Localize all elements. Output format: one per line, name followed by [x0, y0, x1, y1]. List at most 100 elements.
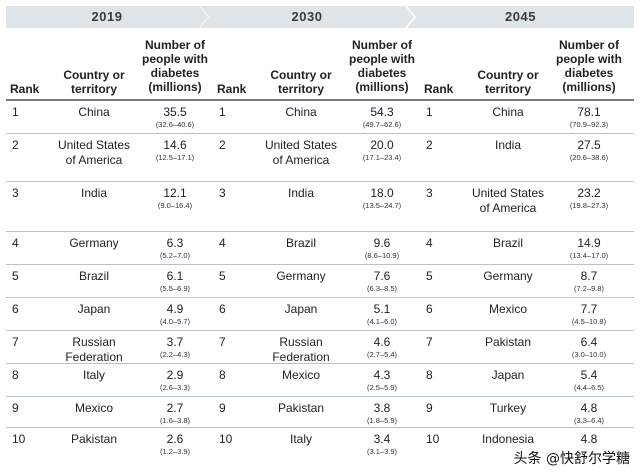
rank-cell: 8 — [12, 368, 19, 382]
confidence-interval: (8.6–10.9) — [364, 251, 400, 260]
diabetes-count: 9.6 — [373, 236, 391, 250]
confidence-interval: (49.7–62.6) — [362, 120, 402, 129]
value-cell: 7.7 (4.5–10.8) — [552, 302, 626, 327]
country-cell: Germany — [276, 269, 326, 283]
diabetes-count: 27.5 — [577, 138, 601, 152]
diabetes-count: 4.3 — [373, 368, 391, 382]
rank-cell: 10 — [12, 432, 26, 446]
row-divider — [6, 264, 634, 265]
country-cell: Germany — [69, 236, 119, 250]
value-cell: 18.0 (13.5–24.7) — [345, 186, 419, 211]
country-cell: China — [285, 105, 317, 119]
country-cell: Russian Federation — [272, 335, 330, 364]
confidence-interval: (6.3–8.5) — [366, 284, 398, 293]
country-cell: China — [492, 105, 524, 119]
rank-cell: 1 — [12, 105, 19, 119]
country-cell: India — [80, 186, 108, 200]
value-cell: 4.8 (3.3–6.4) — [552, 401, 626, 426]
rank-cell: 6 — [12, 302, 19, 316]
row-divider — [6, 297, 634, 298]
diabetes-count: 2.9 — [166, 368, 184, 382]
country-cell: Pakistan — [70, 432, 118, 446]
value-cell: 4.3 (2.5–5.9) — [345, 368, 419, 393]
value-cell: 12.1 (9.0–16.4) — [138, 186, 212, 211]
confidence-interval: (32.6–40.6) — [155, 120, 195, 129]
confidence-interval: (1.2–3.9) — [159, 447, 191, 456]
value-cell: 5.1 (4.1–6.0) — [345, 302, 419, 327]
chevron-shape — [200, 6, 414, 28]
confidence-interval: (3.0–10.0) — [571, 350, 607, 359]
row-divider — [6, 363, 634, 364]
diabetes-count: 23.2 — [577, 186, 601, 200]
confidence-interval: (13.5–24.7) — [362, 201, 402, 210]
country-cell: Italy — [82, 368, 105, 382]
rank-cell: 2 — [426, 138, 433, 152]
value-cell: 3.4 (3.1–3.9) — [345, 432, 419, 457]
rank-cell: 9 — [219, 401, 226, 415]
confidence-interval: (4.5–10.8) — [571, 317, 607, 326]
confidence-interval: (70.9–92.3) — [569, 120, 609, 129]
value-cell: 78.1 (70.9–92.3) — [552, 105, 626, 130]
diabetes-count: 14.6 — [163, 138, 187, 152]
rank-cell: 1 — [426, 105, 433, 119]
country-cell: Italy — [289, 432, 312, 446]
diabetes-count: 2.6 — [166, 432, 184, 446]
value-cell: 7.6 (6.3–8.5) — [345, 269, 419, 294]
rank-cell: 2 — [12, 138, 19, 152]
rank-cell: 7 — [219, 335, 226, 349]
row-divider — [6, 181, 634, 182]
diabetes-count: 12.1 — [163, 186, 187, 200]
rank-cell: 3 — [426, 186, 433, 200]
diabetes-count: 6.4 — [580, 335, 598, 349]
country-cell: Brazil — [492, 236, 523, 250]
confidence-interval: (1.6–3.8) — [159, 416, 191, 425]
rank-cell: 3 — [12, 186, 19, 200]
number-header: Number of people with diabetes (millions… — [142, 38, 208, 94]
year-banner-2045: 2045 — [407, 6, 634, 28]
year-label: 2019 — [91, 9, 123, 24]
country-cell: Mexico — [74, 401, 113, 415]
country-cell: Pakistan — [484, 335, 532, 349]
value-cell: 14.9 (13.4–17.0) — [552, 236, 626, 261]
rank-cell: 7 — [426, 335, 433, 349]
confidence-interval: (2.2–4.3) — [159, 350, 191, 359]
country-header: Country or territory — [63, 68, 125, 96]
value-cell: 6.4 (3.0–10.0) — [552, 335, 626, 360]
rank-cell: 4 — [426, 236, 433, 250]
year-banner-2019: 2019 — [6, 6, 208, 28]
row-divider — [6, 133, 634, 134]
value-cell: 14.6 (12.5–17.1) — [138, 138, 212, 163]
confidence-interval: (2.7–5.4) — [366, 350, 398, 359]
confidence-interval: (5.5–6.9) — [159, 284, 191, 293]
diabetes-count: 4.6 — [373, 335, 391, 349]
country-cell: Brazil — [285, 236, 316, 250]
rank-header: Rank — [217, 82, 247, 96]
year-banner-2030: 2030 — [200, 6, 414, 28]
value-cell: 23.2 (19.8–27.3) — [552, 186, 626, 211]
diabetes-count: 54.3 — [370, 105, 394, 119]
confidence-interval: (3.3–6.4) — [573, 416, 605, 425]
rank-cell: 1 — [219, 105, 226, 119]
value-cell: 8.7 (7.2–9.8) — [552, 269, 626, 294]
rank-cell: 3 — [219, 186, 226, 200]
country-cell: Japan — [491, 368, 525, 382]
diabetes-count: 8.7 — [580, 269, 598, 283]
country-cell: Turkey — [489, 401, 527, 415]
country-cell: China — [78, 105, 110, 119]
value-cell: 2.7 (1.6–3.8) — [138, 401, 212, 426]
row-divider — [6, 231, 634, 232]
confidence-interval: (19.8–27.3) — [569, 201, 609, 210]
diabetes-count: 5.4 — [580, 368, 598, 382]
diabetes-count: 3.7 — [166, 335, 184, 349]
confidence-interval: (3.1–3.9) — [366, 447, 398, 456]
value-cell: 20.0 (17.1–23.4) — [345, 138, 419, 163]
chevron-shape — [6, 6, 208, 28]
country-header: Country or territory — [477, 68, 539, 96]
number-header: Number of people with diabetes (millions… — [556, 38, 622, 94]
confidence-interval: (4.1–6.0) — [366, 317, 398, 326]
value-cell: 6.3 (5.2–7.0) — [138, 236, 212, 261]
header-rule — [6, 99, 634, 101]
value-cell: 2.6 (1.2–3.9) — [138, 432, 212, 457]
country-cell: Russian Federation — [65, 335, 123, 364]
country-cell: Indonesia — [481, 432, 535, 446]
